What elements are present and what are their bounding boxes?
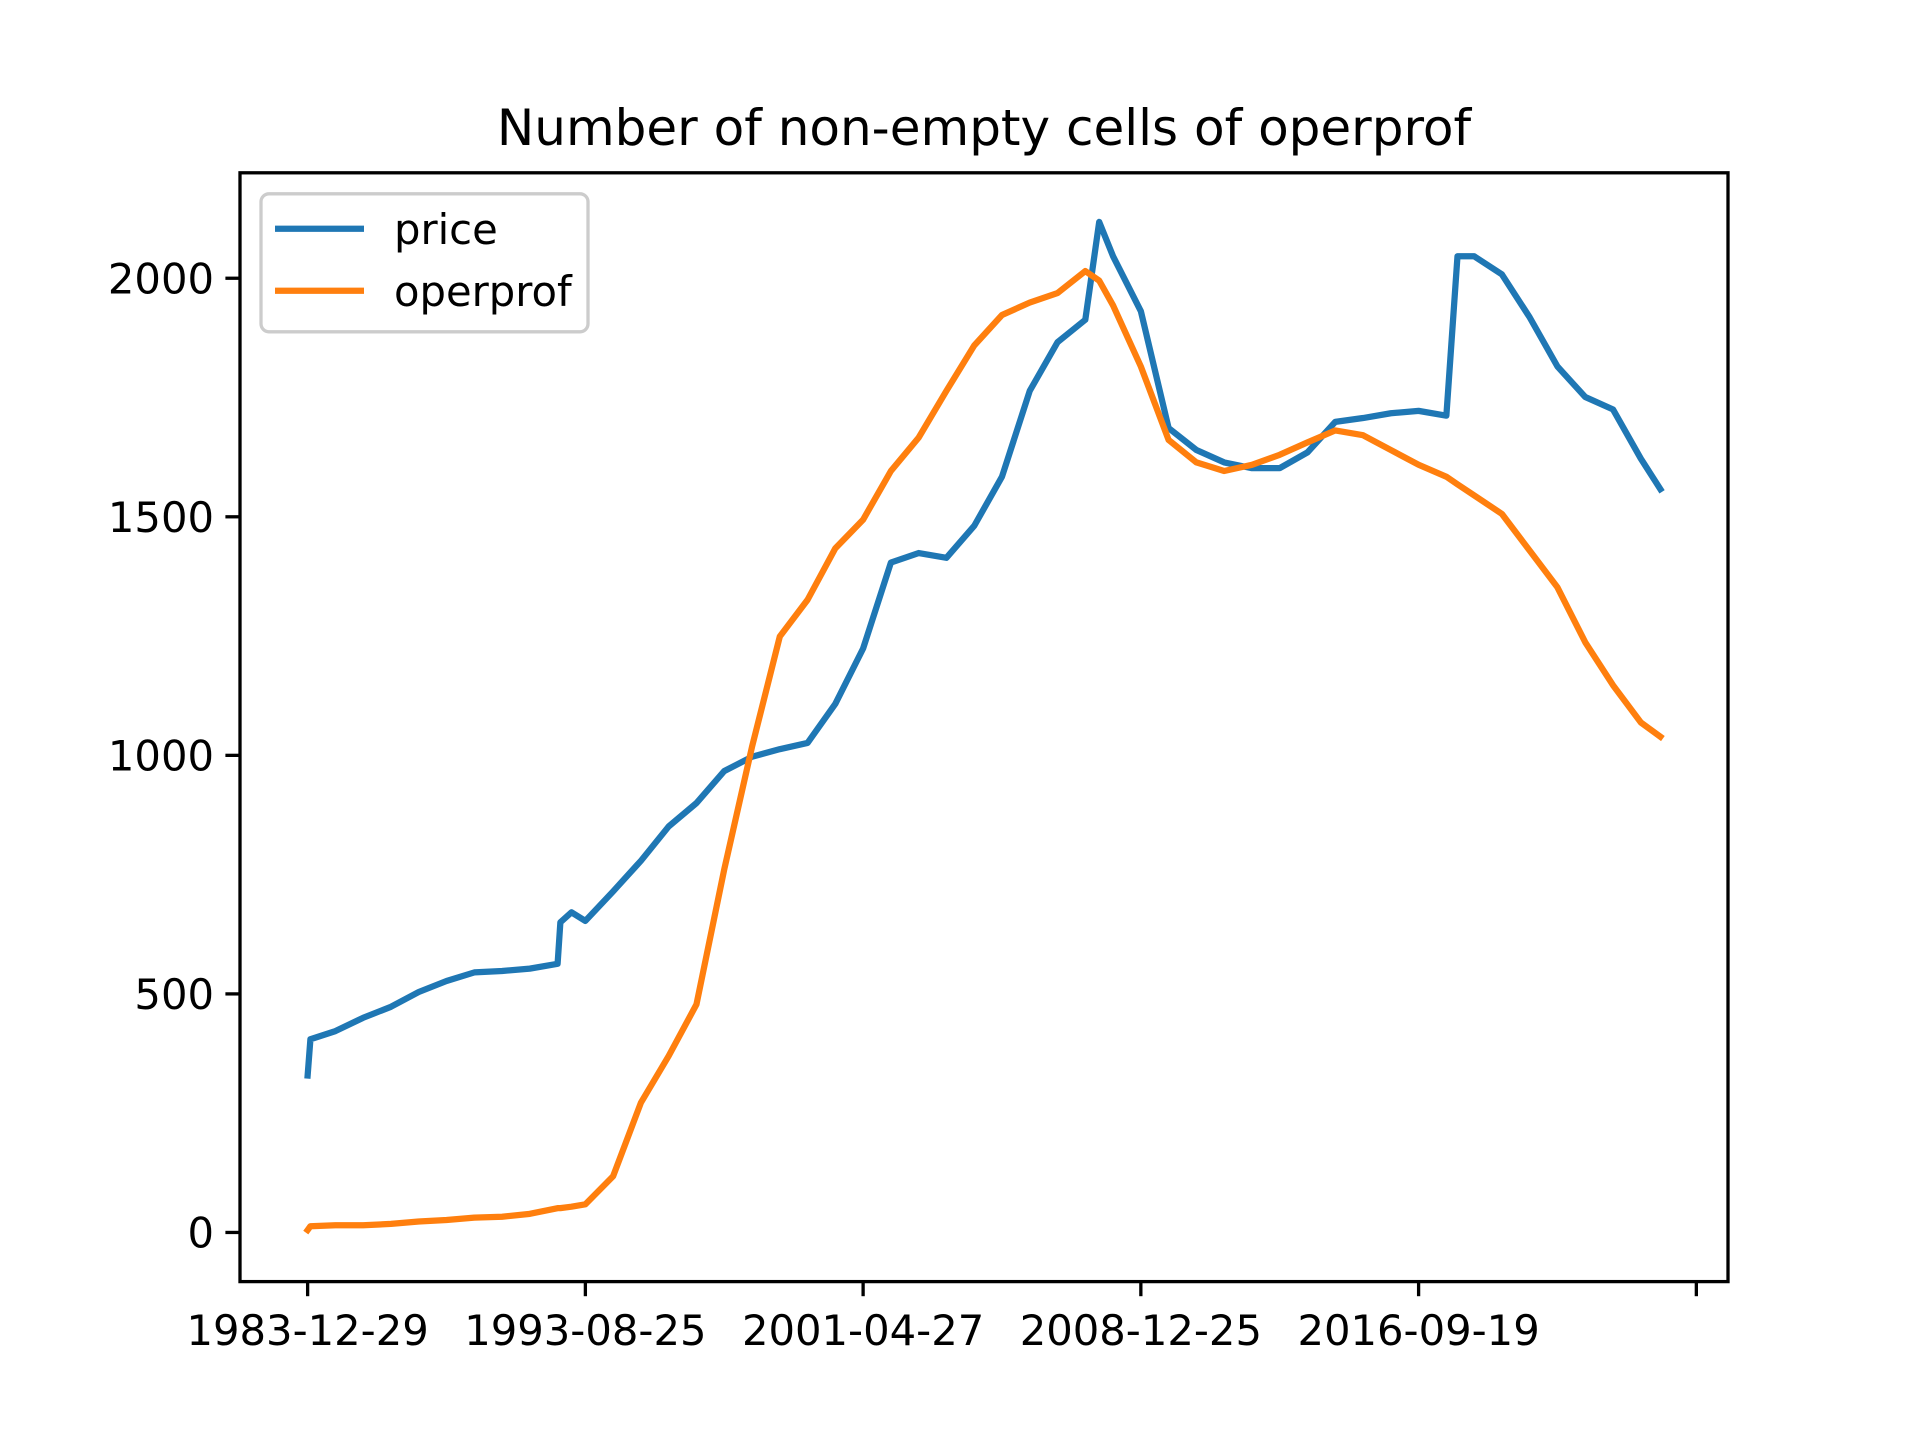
x-tick-label: 2008-12-25 — [1020, 1306, 1262, 1355]
y-tick-label: 1000 — [108, 731, 214, 780]
legend-label: operprof — [394, 267, 573, 316]
series-line — [303, 267, 1665, 1235]
y-tick-label: 1500 — [108, 493, 214, 542]
axes-frame — [238, 171, 1730, 1284]
x-tick-label: 2001-04-27 — [742, 1306, 984, 1355]
legend-label: price — [394, 205, 498, 254]
x-tick-label: 1983-12-29 — [186, 1306, 428, 1355]
y-tick-label: 2000 — [108, 254, 214, 303]
series-line — [304, 218, 1665, 1079]
y-tick-label: 0 — [187, 1208, 214, 1257]
chart-title: Number of non-empty cells of operprof — [497, 99, 1473, 157]
x-tick-label: 1993-08-25 — [464, 1306, 706, 1355]
y-tick-label: 500 — [134, 970, 214, 1019]
plot-area — [303, 218, 1665, 1235]
x-tick-label: 2016-09-19 — [1297, 1306, 1539, 1355]
